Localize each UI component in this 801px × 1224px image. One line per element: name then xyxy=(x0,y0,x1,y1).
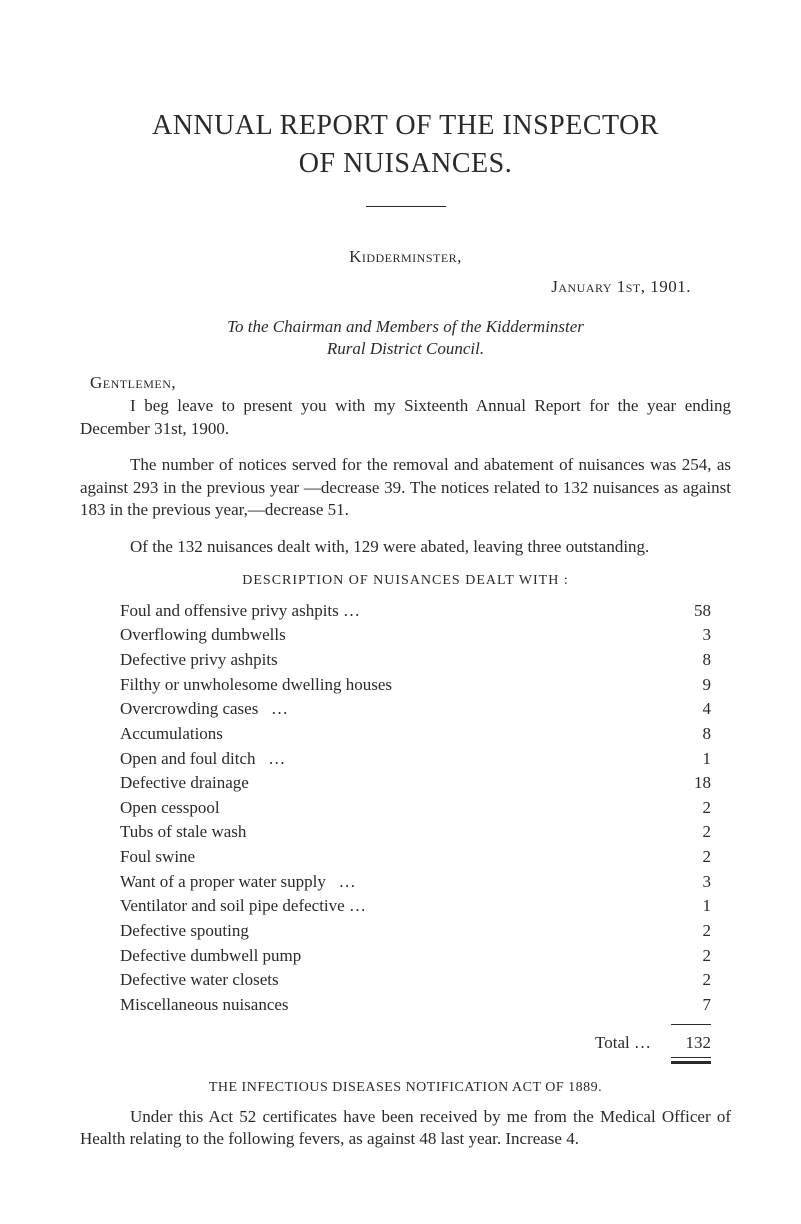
item-label: Foul and offensive privy ashpits … xyxy=(120,599,360,624)
salutation: Gentlemen, xyxy=(90,373,731,393)
paragraph-3-text: Of the 132 nuisances dealt with, 129 wer… xyxy=(130,537,649,556)
item-leader-dots xyxy=(295,993,661,1010)
list-item: Miscellaneous nuisances 7 xyxy=(120,993,711,1018)
footer-paragraph-text: Under this Act 52 certificates have been… xyxy=(80,1107,731,1149)
item-value: 2 xyxy=(667,796,711,821)
item-value: 8 xyxy=(667,648,711,673)
paragraph-1-text: I beg leave to present you with my Sixte… xyxy=(80,396,731,438)
total-top-rule xyxy=(671,1024,711,1025)
item-value: 1 xyxy=(667,747,711,772)
item-leader-dots xyxy=(284,648,661,665)
item-value: 3 xyxy=(667,623,711,648)
item-leader-dots xyxy=(255,919,661,936)
items-subheading: DESCRIPTION OF NUISANCES DEALT WITH : xyxy=(80,573,731,589)
list-item: Tubs of stale wash 2 xyxy=(120,820,711,845)
item-label: Want of a proper water supply … xyxy=(120,870,356,895)
item-leader-dots xyxy=(292,623,661,640)
list-item: Defective drainage 18 xyxy=(120,771,711,796)
item-label: Defective drainage xyxy=(120,771,249,796)
list-item: Foul swine 2 xyxy=(120,845,711,870)
list-item: Defective privy ashpits 8 xyxy=(120,648,711,673)
place-line: Kidderminster, xyxy=(80,247,731,267)
item-value: 2 xyxy=(667,820,711,845)
item-leader-dots xyxy=(366,599,661,616)
item-value: 3 xyxy=(667,870,711,895)
item-value: 18 xyxy=(667,771,711,796)
scanned-report-page: ANNUAL REPORT OF THE INSPECTOR OF NUISAN… xyxy=(0,0,801,1224)
list-item: Open cesspool 2 xyxy=(120,796,711,821)
total-double-rule xyxy=(671,1057,711,1064)
item-leader-dots xyxy=(226,796,661,813)
list-item: Defective spouting 2 xyxy=(120,919,711,944)
item-label: Ventilator and soil pipe defective … xyxy=(120,894,366,919)
item-label: Filthy or unwholesome dwelling houses xyxy=(120,673,392,698)
item-value: 7 xyxy=(667,993,711,1018)
date-line: January 1st, 1901. xyxy=(80,277,691,297)
paragraph-1: I beg leave to present you with my Sixte… xyxy=(80,395,731,440)
item-value: 2 xyxy=(667,845,711,870)
item-label: Foul swine xyxy=(120,845,195,870)
item-leader-dots xyxy=(294,697,661,714)
item-value: 2 xyxy=(667,968,711,993)
item-leader-dots xyxy=(362,870,661,887)
total-row: Total …132 xyxy=(120,1033,711,1053)
item-value: 58 xyxy=(667,599,711,624)
item-label: Overflowing dumbwells xyxy=(120,623,286,648)
item-leader-dots xyxy=(372,894,661,911)
item-label: Defective privy ashpits xyxy=(120,648,278,673)
item-value: 9 xyxy=(667,673,711,698)
paragraph-2-text: The number of notices served for the rem… xyxy=(80,455,731,519)
paragraph-2: The number of notices served for the rem… xyxy=(80,454,731,522)
item-leader-dots xyxy=(201,845,661,862)
item-label: Open cesspool xyxy=(120,796,220,821)
item-value: 2 xyxy=(667,944,711,969)
footer-paragraph: Under this Act 52 certificates have been… xyxy=(80,1106,731,1151)
list-item: Overflowing dumbwells 3 xyxy=(120,623,711,648)
report-title-line1: ANNUAL REPORT OF THE INSPECTOR xyxy=(80,110,731,142)
item-leader-dots xyxy=(285,968,661,985)
item-label: Accumulations xyxy=(120,722,223,747)
list-item: Overcrowding cases … 4 xyxy=(120,697,711,722)
list-item: Filthy or unwholesome dwelling houses 9 xyxy=(120,673,711,698)
item-leader-dots xyxy=(398,673,661,690)
list-item: Defective dumbwell pump 2 xyxy=(120,944,711,969)
list-item: Want of a proper water supply … 3 xyxy=(120,870,711,895)
total-rule-row xyxy=(120,1018,711,1027)
item-label: Miscellaneous nuisances xyxy=(120,993,289,1018)
list-item: Foul and offensive privy ashpits … 58 xyxy=(120,599,711,624)
total-label: Total … xyxy=(120,1033,667,1053)
nuisance-items-list: Foul and offensive privy ashpits …58Over… xyxy=(120,599,711,1064)
item-value: 8 xyxy=(667,722,711,747)
item-leader-dots xyxy=(255,771,661,788)
item-value: 1 xyxy=(667,894,711,919)
list-item: Accumulations 8 xyxy=(120,722,711,747)
list-item: Ventilator and soil pipe defective … 1 xyxy=(120,894,711,919)
item-value: 4 xyxy=(667,697,711,722)
footer-heading: THE INFECTIOUS DISEASES NOTIFICATION ACT… xyxy=(80,1080,731,1096)
item-label: Open and foul ditch … xyxy=(120,747,285,772)
addressee-line2: Rural District Council. xyxy=(80,339,731,359)
item-leader-dots xyxy=(291,747,661,764)
item-label: Defective water closets xyxy=(120,968,279,993)
total-dblrule-row xyxy=(120,1053,711,1064)
item-label: Defective spouting xyxy=(120,919,249,944)
item-label: Overcrowding cases … xyxy=(120,697,288,722)
item-leader-dots xyxy=(307,944,661,961)
total-value: 132 xyxy=(667,1033,711,1053)
paragraph-3: Of the 132 nuisances dealt with, 129 wer… xyxy=(80,536,731,559)
item-label: Defective dumbwell pump xyxy=(120,944,301,969)
list-item: Open and foul ditch … 1 xyxy=(120,747,711,772)
addressee-line1: To the Chairman and Members of the Kidde… xyxy=(80,317,731,337)
report-title-line2: OF NUISANCES. xyxy=(80,148,731,180)
item-label: Tubs of stale wash xyxy=(120,820,246,845)
list-item: Defective water closets 2 xyxy=(120,968,711,993)
item-leader-dots xyxy=(252,820,661,837)
item-leader-dots xyxy=(229,722,661,739)
title-rule xyxy=(366,206,446,207)
item-value: 2 xyxy=(667,919,711,944)
